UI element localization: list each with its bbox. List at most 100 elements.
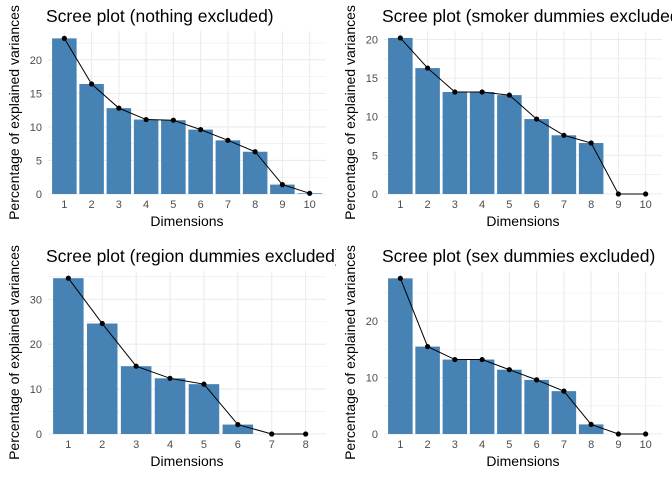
x-axis-title: Dimensions [150, 213, 223, 229]
x-tick-label: 3 [452, 439, 458, 451]
variance-line [399, 278, 646, 435]
point-dim-4 [143, 116, 149, 123]
bar-dim-5 [497, 369, 522, 434]
x-tick-label: 1 [397, 439, 403, 451]
panel-title: Scree plot (sex dummies excluded) [382, 246, 656, 266]
point-dim-5 [201, 381, 207, 387]
point-dim-7 [561, 132, 567, 138]
x-tick-label: 4 [167, 439, 173, 451]
point-dim-8 [588, 140, 594, 146]
bar-dim-2 [79, 83, 104, 194]
bar-dim-1 [53, 278, 84, 434]
x-tick-label: 1 [61, 199, 67, 211]
panel-title: Scree plot (nothing excluded) [46, 6, 274, 26]
point-dim-3 [133, 363, 139, 369]
y-axis-title: Percentage of explained variances [6, 5, 22, 220]
point-dim-8 [588, 421, 594, 428]
point-dim-1 [397, 35, 403, 41]
point-dim-10 [643, 431, 649, 437]
bar-dim-5 [497, 95, 522, 194]
point-dim-3 [452, 89, 458, 95]
x-tick-label: 1 [65, 439, 71, 451]
x-tick-label: 2 [89, 199, 95, 211]
x-tick-label: 4 [143, 199, 149, 211]
scree-chart-svg: 0 10 20 30 1 2 3 4 5 6 7 8 Dimensions Percentage of e… [6, 245, 326, 469]
x-tick-label: 7 [269, 439, 275, 451]
x-tick-label: 10 [640, 439, 652, 451]
point-dim-2 [89, 81, 95, 87]
point-dim-9 [615, 191, 621, 197]
panel-title: Scree plot (smoker dummies excluded) [382, 6, 672, 26]
bar-dim-6 [524, 119, 549, 194]
y-tick-label: 0 [36, 189, 42, 201]
y-tick-label: 10 [30, 384, 42, 396]
variance-line [63, 38, 310, 194]
y-tick-label: 20 [30, 55, 42, 67]
point-dim-7 [269, 431, 275, 437]
variance-line [399, 37, 646, 195]
y-tick-label: 15 [366, 73, 378, 85]
x-tick-label: 2 [99, 439, 105, 451]
bar-dim-7 [215, 140, 241, 194]
bar-dim-3 [106, 108, 132, 194]
y-tick-label: 20 [366, 316, 378, 328]
point-dim-2 [425, 343, 431, 350]
point-dim-5 [170, 117, 176, 123]
bar-dim-8 [578, 143, 604, 194]
y-tick-label: 10 [366, 112, 378, 124]
bar-dim-8 [242, 151, 268, 194]
scree-chart-svg: 0 5 10 15 20 1 2 3 4 5 6 7 8 9 10 Dimensions Percentage … [342, 5, 662, 229]
bar-dim-5 [188, 384, 220, 434]
scree-chart-svg: 0 10 20 1 2 3 4 5 6 7 8 9 10 Dimensions Percentage of … [342, 245, 662, 469]
x-tick-label: 9 [615, 439, 621, 451]
point-dim-5 [506, 92, 512, 98]
point-dim-4 [167, 375, 173, 381]
point-dim-3 [452, 356, 458, 363]
point-dim-2 [99, 320, 105, 327]
y-axis-title: Percentage of explained variances [342, 5, 358, 220]
y-tick-label: 0 [372, 189, 378, 201]
y-axis-title: Percentage of explained variances [6, 245, 22, 460]
bar-dim-1 [52, 38, 77, 194]
point-dim-5 [506, 367, 512, 373]
x-tick-label: 7 [561, 439, 567, 451]
bar-dim-7 [551, 391, 577, 434]
bar-dim-6 [188, 129, 213, 194]
scree-panel-smoker-dummies-excluded: 0 5 10 15 20 1 2 3 4 5 6 7 8 9 10 Dimensions Percentage … [336, 0, 672, 240]
x-axis-title: Dimensions [486, 453, 559, 469]
x-tick-label: 7 [225, 199, 231, 211]
x-tick-label: 10 [304, 199, 316, 211]
bar-dim-7 [551, 135, 577, 194]
scree-chart-svg: 0 5 10 15 20 1 2 3 4 5 6 7 8 9 10 Dimensions Percentage … [6, 5, 326, 229]
y-tick-label: 10 [366, 373, 378, 385]
bar-dim-3 [120, 366, 152, 434]
scree-panel-region-dummies-excluded: 0 10 20 30 1 2 3 4 5 6 7 8 Dimensions Percentage of e… [0, 240, 336, 480]
bar-dim-1 [388, 37, 413, 194]
x-tick-label: 1 [397, 199, 403, 211]
y-tick-label: 15 [30, 88, 42, 100]
bar-dim-1 [388, 278, 413, 434]
variance-line [67, 277, 306, 435]
y-tick-label: 20 [366, 34, 378, 46]
x-tick-label: 5 [506, 439, 512, 451]
point-dim-9 [615, 431, 621, 437]
y-tick-label: 5 [36, 155, 42, 167]
x-tick-label: 6 [534, 439, 540, 451]
bar-dim-3 [442, 359, 468, 434]
x-axis-title: Dimensions [486, 213, 559, 229]
point-dim-6 [198, 127, 204, 133]
bar-dim-2 [415, 346, 440, 434]
x-tick-label: 2 [425, 439, 431, 451]
x-tick-label: 6 [235, 439, 241, 451]
scree-panel-nothing-excluded: 0 5 10 15 20 1 2 3 4 5 6 7 8 9 10 Dimensions Percentage … [0, 0, 336, 240]
x-tick-label: 4 [479, 199, 485, 211]
x-tick-label: 6 [198, 199, 204, 211]
point-dim-7 [561, 388, 567, 394]
y-tick-label: 5 [372, 150, 378, 162]
bar-dim-6 [222, 424, 254, 434]
bar-dim-5 [161, 120, 186, 194]
x-tick-label: 8 [252, 199, 258, 211]
point-dim-4 [479, 89, 485, 95]
y-tick-label: 30 [30, 294, 42, 306]
